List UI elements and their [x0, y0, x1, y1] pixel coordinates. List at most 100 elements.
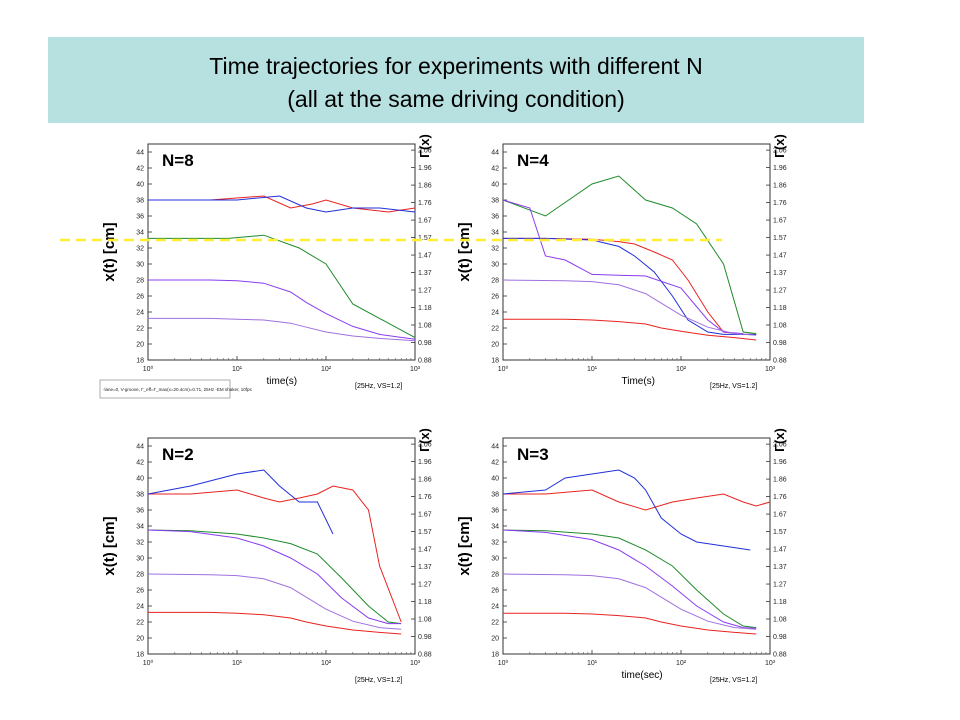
y-axis-label: x(t) [cm]	[456, 222, 473, 281]
y-tick-label: 42	[491, 166, 499, 173]
series-line	[147, 529, 402, 625]
y-tick-label: 30	[491, 556, 499, 563]
x-tick-label: 10⁰	[143, 365, 154, 373]
gamma-tick-label: 1.96	[418, 459, 432, 466]
series-line	[148, 234, 416, 339]
y-tick-label: 36	[491, 508, 499, 515]
y-tick-label: 28	[491, 278, 499, 285]
gamma-tick-label: 0.98	[418, 340, 432, 347]
y-tick-label: 36	[136, 214, 144, 221]
y-tick-label: 44	[136, 444, 144, 451]
series-line	[147, 469, 334, 535]
series-line	[503, 612, 757, 635]
x-tick-label: 10²	[676, 660, 687, 667]
chart-panel-n3: 18 20 22 24 26 28 30 32 34 36 38 40 42 44 0.88 0.98 1.08…	[445, 422, 805, 692]
y-tick-label: 24	[136, 604, 144, 611]
gamma-tick-label: 1.18	[418, 305, 432, 312]
gamma-tick-label: 1.76	[418, 200, 432, 207]
y-tick-label: 18	[136, 358, 144, 365]
series-line	[147, 573, 402, 630]
y-tick-label: 44	[136, 150, 144, 157]
panel-label: N=2	[162, 445, 194, 464]
gamma-tick-label: 2.06	[773, 442, 787, 449]
gamma-tick-label: 1.57	[773, 235, 787, 242]
y-tick-label: 24	[491, 604, 499, 611]
gamma-tick-label: 1.27	[773, 582, 787, 589]
gamma-tick-label: 0.98	[773, 634, 787, 641]
y-tick-label: 30	[136, 556, 144, 563]
x-tick-label: 10²	[676, 366, 687, 373]
gamma-tick-label: 0.88	[418, 652, 432, 659]
y-tick-label: 40	[136, 476, 144, 483]
y-tick-label: 22	[491, 326, 499, 333]
y-tick-label: 40	[136, 182, 144, 189]
chart-n3: 18 20 22 24 26 28 30 32 34 36 38 40 42 44 0.88 0.98 1.08…	[456, 428, 787, 684]
gamma-tick-label: 1.27	[773, 288, 787, 295]
series-line	[148, 195, 416, 213]
y-tick-label: 28	[491, 572, 499, 579]
y-tick-label: 20	[136, 636, 144, 643]
gamma-tick-label: 1.27	[418, 288, 432, 295]
x-tick-label: 10⁰	[498, 365, 509, 373]
gamma-tick-label: 0.88	[773, 652, 787, 659]
condition-note: [25Hz, VS=1.2]	[710, 677, 757, 684]
chart-panel-n8: 18 20 22 24 26 28 30 32 34 36 38 40 42 44 0.88 0.98 1.08…	[90, 128, 450, 418]
y-tick-label: 44	[491, 150, 499, 157]
y-tick-label: 30	[136, 262, 144, 269]
y-tick-label: 34	[491, 230, 499, 237]
y-tick-label: 24	[136, 310, 144, 317]
y-tick-label: 28	[136, 278, 144, 285]
condition-note: [25Hz, VS=1.2]	[355, 677, 402, 684]
gamma-tick-label: 1.57	[418, 235, 432, 242]
gamma-tick-label: 1.67	[773, 512, 787, 519]
gamma-tick-label: 1.37	[418, 270, 432, 277]
gamma-tick-label: 1.37	[773, 564, 787, 571]
gamma-tick-label: 2.06	[418, 442, 432, 449]
x-axis-label: time(sec)	[622, 670, 663, 681]
gamma-tick-label: 1.18	[418, 599, 432, 606]
y-tick-label: 18	[136, 652, 144, 659]
chart-panel-n4: 18 20 22 24 26 28 30 32 34 36 38 40 42 44 0.88 0.98 1.08…	[445, 128, 805, 398]
x-tick-label: 10²	[321, 660, 332, 667]
gamma-axis-label: Γ(x)	[417, 428, 432, 452]
y-tick-label: 38	[491, 492, 499, 499]
y-tick-label: 42	[136, 166, 144, 173]
panel-label: N=4	[517, 151, 549, 170]
chart-n2: 18 20 22 24 26 28 30 32 34 36 38 40 42 44 0.88 0.98 1.08…	[101, 428, 432, 684]
chart-n8: 18 20 22 24 26 28 30 32 34 36 38 40 42 44 0.88 0.98 1.08…	[99, 134, 432, 399]
series-line	[502, 529, 757, 629]
x-axis-label: Time(s)	[622, 376, 656, 387]
plot-frame	[147, 143, 416, 361]
chart-panel-n2: 18 20 22 24 26 28 30 32 34 36 38 40 42 44 0.88 0.98 1.08…	[90, 422, 450, 692]
title-banner: Time trajectories for experiments with d…	[48, 37, 864, 123]
x-tick-label: 10³	[765, 660, 776, 667]
gamma-tick-label: 1.67	[418, 512, 432, 519]
y-tick-label: 22	[136, 620, 144, 627]
y-tick-label: 20	[136, 342, 144, 349]
gamma-tick-label: 1.47	[418, 253, 432, 260]
y-tick-label: 34	[491, 524, 499, 531]
series-line	[148, 317, 416, 342]
x-tick-label: 10³	[410, 660, 421, 667]
plot-frame	[147, 437, 416, 655]
chart-n4: 18 20 22 24 26 28 30 32 34 36 38 40 42 44 0.88 0.98 1.08…	[456, 134, 787, 390]
x-tick-label: 10¹	[587, 366, 598, 373]
gamma-tick-label: 1.86	[773, 183, 787, 190]
gamma-tick-label: 1.18	[773, 599, 787, 606]
y-tick-label: 42	[136, 460, 144, 467]
gamma-tick-label: 1.86	[418, 477, 432, 484]
gamma-tick-label: 1.57	[773, 529, 787, 536]
gamma-tick-label: 1.86	[773, 477, 787, 484]
gamma-tick-label: 1.08	[773, 617, 787, 624]
y-tick-label: 30	[491, 262, 499, 269]
y-tick-label: 44	[491, 444, 499, 451]
series-line	[502, 175, 757, 335]
y-tick-label: 24	[491, 310, 499, 317]
series-line	[503, 318, 757, 341]
gamma-tick-label: 1.18	[773, 305, 787, 312]
gamma-tick-label: 1.37	[773, 270, 787, 277]
gamma-axis-label: Γ(x)	[772, 134, 787, 158]
series-line	[502, 469, 751, 551]
y-tick-label: 26	[136, 294, 144, 301]
series-line	[503, 489, 771, 511]
